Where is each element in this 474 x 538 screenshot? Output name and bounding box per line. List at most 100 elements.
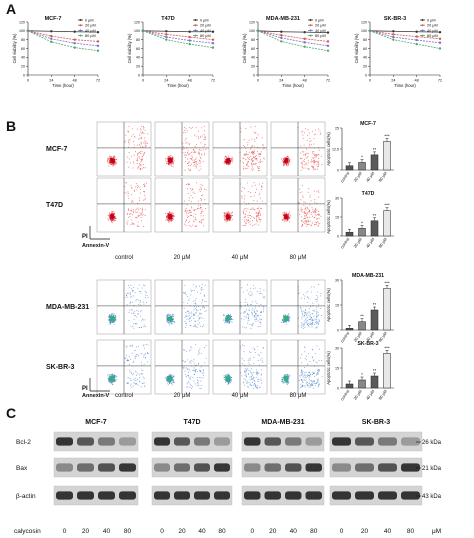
event-dot bbox=[193, 358, 195, 360]
event-dot bbox=[144, 319, 146, 321]
event-dot bbox=[251, 372, 253, 374]
event-dot bbox=[132, 301, 134, 303]
event-dot-dense bbox=[168, 318, 171, 321]
event-dot bbox=[253, 316, 255, 318]
event-dot bbox=[139, 290, 141, 293]
event-dot bbox=[202, 218, 205, 220]
event-dot bbox=[187, 192, 189, 195]
event-dot bbox=[314, 214, 316, 216]
event-dot-dense bbox=[224, 375, 227, 378]
event-dot bbox=[253, 217, 255, 219]
event-dot bbox=[260, 369, 262, 371]
event-dot bbox=[182, 143, 184, 145]
event-dot bbox=[313, 310, 315, 312]
event-dot bbox=[131, 309, 133, 311]
event-dot bbox=[136, 225, 138, 227]
data-point bbox=[26, 29, 30, 33]
event-dot bbox=[188, 168, 190, 170]
data-point bbox=[96, 30, 100, 34]
legend-label: 0 μM bbox=[315, 18, 324, 22]
event-dot bbox=[191, 151, 193, 153]
event-dot bbox=[247, 161, 249, 164]
legend-marker bbox=[194, 19, 197, 21]
event-dot bbox=[301, 162, 303, 164]
event-dot bbox=[184, 139, 186, 141]
flow-plot bbox=[96, 339, 152, 395]
x-axis-label: Time (hour) bbox=[52, 83, 74, 88]
event-dot bbox=[308, 143, 311, 145]
event-dot bbox=[247, 219, 249, 222]
event-dot bbox=[315, 382, 317, 384]
event-dot bbox=[189, 386, 191, 388]
event-dot bbox=[126, 223, 128, 225]
event-dot bbox=[306, 134, 309, 137]
event-dot bbox=[321, 164, 323, 166]
event-dot bbox=[132, 385, 134, 387]
event-dot bbox=[131, 290, 133, 292]
event-dot bbox=[134, 377, 136, 379]
event-dot bbox=[317, 162, 319, 165]
event-dot bbox=[248, 151, 250, 153]
event-dot bbox=[128, 158, 131, 160]
event-dot bbox=[201, 135, 203, 137]
event-dot bbox=[141, 207, 143, 209]
event-dot bbox=[184, 209, 186, 211]
event-dot bbox=[260, 352, 262, 354]
event-dot bbox=[133, 208, 135, 211]
event-dot bbox=[196, 376, 198, 379]
event-dot bbox=[308, 298, 310, 300]
event-dot bbox=[127, 292, 129, 294]
event-dot bbox=[260, 319, 262, 321]
event-dot bbox=[182, 366, 184, 369]
event-dot bbox=[303, 204, 305, 206]
event-dot bbox=[306, 221, 308, 223]
data-point bbox=[303, 30, 306, 34]
event-dot bbox=[314, 161, 316, 163]
event-dot bbox=[141, 132, 143, 135]
event-dot bbox=[198, 350, 200, 352]
event-dot bbox=[287, 156, 290, 158]
event-dot bbox=[186, 188, 189, 190]
event-dot-dense bbox=[170, 217, 172, 220]
event-dot bbox=[247, 367, 249, 369]
event-dot bbox=[127, 382, 129, 384]
event-dot bbox=[302, 130, 304, 132]
event-dot bbox=[282, 159, 284, 161]
event-dot bbox=[172, 377, 174, 379]
event-dot bbox=[315, 313, 317, 315]
event-dot bbox=[242, 312, 244, 314]
event-dot bbox=[193, 300, 195, 302]
event-dot bbox=[254, 351, 256, 353]
event-dot bbox=[250, 148, 252, 150]
event-dot bbox=[312, 302, 314, 304]
event-dot bbox=[173, 313, 175, 315]
event-dot-dense bbox=[227, 216, 229, 219]
event-dot bbox=[133, 372, 135, 375]
event-dot bbox=[136, 155, 138, 157]
event-dot bbox=[248, 309, 250, 311]
event-dot bbox=[260, 188, 263, 190]
event-dot bbox=[200, 162, 202, 164]
event-dot bbox=[309, 216, 311, 218]
event-dot bbox=[191, 311, 193, 313]
event-dot bbox=[313, 159, 315, 161]
event-dot bbox=[317, 378, 319, 380]
event-dot bbox=[302, 325, 304, 328]
event-dot bbox=[318, 217, 320, 219]
event-dot bbox=[126, 345, 128, 347]
event-dot bbox=[136, 217, 138, 219]
event-dot bbox=[251, 301, 253, 303]
x-tick-label: 0 bbox=[27, 79, 29, 83]
event-dot bbox=[139, 192, 141, 194]
event-dot bbox=[246, 164, 248, 166]
event-dot bbox=[224, 322, 226, 324]
event-dot bbox=[126, 382, 128, 384]
event-dot bbox=[243, 201, 245, 203]
event-dot bbox=[142, 126, 144, 128]
event-dot bbox=[304, 154, 306, 156]
event-dot bbox=[136, 159, 138, 161]
event-dot bbox=[243, 217, 245, 219]
event-dot bbox=[203, 154, 206, 156]
event-dot bbox=[167, 313, 169, 315]
y-tick-label: 20 bbox=[251, 64, 255, 68]
